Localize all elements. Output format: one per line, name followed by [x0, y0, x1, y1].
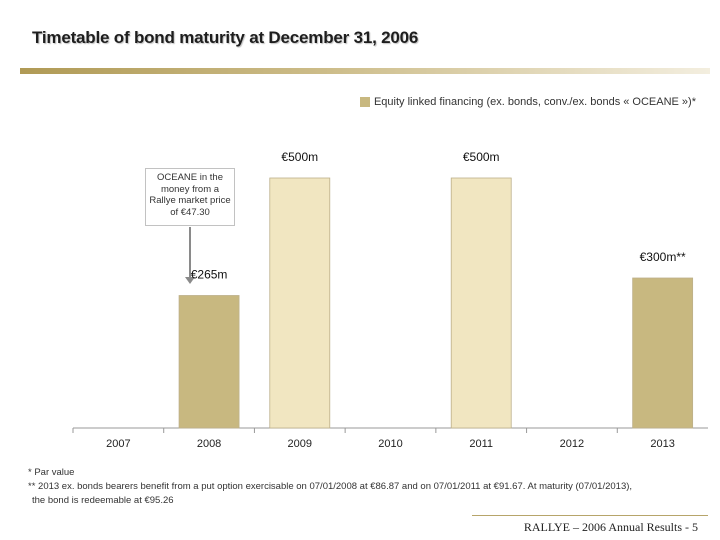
- chart-legend: Equity linked financing (ex. bonds, conv…: [359, 96, 696, 108]
- title-underline: [20, 68, 710, 74]
- bar-2011: [450, 177, 512, 429]
- data-label-2011: €500m: [463, 150, 500, 164]
- footnotes: * Par value ** 2013 ex. bonds bearers be…: [28, 466, 708, 508]
- x-tick-label-2009: 2009: [288, 438, 312, 450]
- footer-page-info: RALLYE – 2006 Annual Results - 5: [523, 520, 698, 534]
- x-tick-label-2010: 2010: [378, 438, 402, 450]
- data-label-2009: €500m: [281, 150, 318, 164]
- oceane-callout: OCEANE in the money from a Rallye market…: [145, 168, 235, 226]
- footer-rule: [472, 515, 708, 516]
- footnote-put-option: ** 2013 ex. bonds bearers benefit from a…: [28, 481, 633, 492]
- x-tick-label-2013: 2013: [650, 438, 674, 450]
- legend-swatch: [359, 97, 370, 107]
- footnote-redemption: the bond is redeemable at €95.26: [32, 495, 174, 506]
- bar-2013: [632, 277, 694, 429]
- data-label-2013: €300m**: [640, 250, 686, 264]
- legend-label: Equity linked financing (ex. bonds, conv…: [373, 96, 696, 108]
- page-title: Timetable of bond maturity at December 3…: [32, 28, 419, 47]
- bar-2008: [178, 295, 240, 429]
- x-tick-label-2008: 2008: [197, 438, 221, 450]
- data-label-2008: €265m: [191, 268, 228, 282]
- x-tick-label-2012: 2012: [560, 438, 584, 450]
- x-tick-label-2007: 2007: [106, 438, 130, 450]
- callout-arrow-head: [185, 277, 195, 284]
- bar-2009: [269, 177, 331, 429]
- footnote-par-value: * Par value: [28, 467, 75, 478]
- x-tick-label-2011: 2011: [469, 438, 493, 450]
